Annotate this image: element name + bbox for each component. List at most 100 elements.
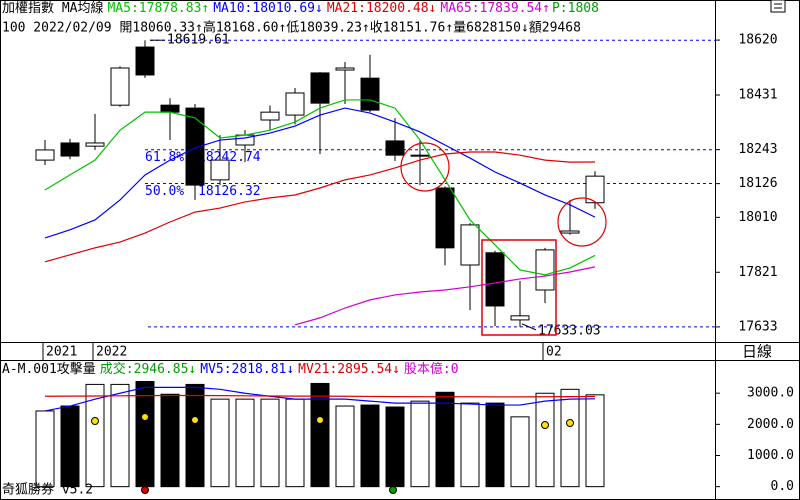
volume-bar bbox=[410, 400, 430, 488]
volume-bar bbox=[310, 382, 330, 488]
y-tick-label: 0.0 bbox=[771, 479, 794, 494]
volume-ma-line bbox=[44, 394, 596, 398]
highlight-circle bbox=[557, 197, 607, 247]
volume-bar bbox=[360, 404, 380, 488]
fib-label: 50.0% bbox=[145, 184, 184, 199]
volume-bar bbox=[110, 383, 130, 488]
volume-bar bbox=[60, 405, 80, 488]
ma-line bbox=[44, 99, 596, 276]
legend-entry: 成交:2946.85↓ bbox=[100, 361, 196, 377]
candle-body bbox=[60, 142, 80, 157]
signal-dot bbox=[141, 413, 149, 421]
menu-icon[interactable] bbox=[770, 0, 786, 13]
leader bbox=[521, 323, 537, 331]
volume-bar bbox=[560, 388, 580, 488]
high-label: 18619.61 bbox=[167, 33, 230, 48]
candle-body bbox=[160, 104, 180, 113]
y-tick-label: 3000.0 bbox=[747, 386, 794, 401]
ma-line bbox=[44, 151, 596, 263]
legend-entry: MV21:2895.54↓ bbox=[298, 362, 400, 377]
y-tick-label: 18243 bbox=[738, 142, 777, 157]
volume-legend-row: A-M.001攻擊量 成交:2946.85↓ MV5:2818.81↓ MV21:28… bbox=[2, 361, 459, 377]
ma-line bbox=[44, 107, 596, 239]
candle-body bbox=[85, 142, 105, 147]
fib-value: 18126.32 bbox=[198, 184, 261, 199]
x-tick-label: 02 bbox=[546, 345, 562, 360]
volume-bar bbox=[510, 416, 530, 488]
candle-body bbox=[510, 315, 530, 321]
volume-bar bbox=[335, 405, 355, 488]
volume-bar bbox=[535, 392, 555, 488]
candle-body bbox=[35, 149, 55, 161]
candle-body bbox=[360, 77, 380, 111]
candle-body bbox=[585, 175, 605, 204]
volume-bar bbox=[385, 406, 405, 488]
fib-label: 61.8% bbox=[145, 150, 184, 165]
y-tick-label: 18431 bbox=[738, 88, 777, 103]
signal-dot bbox=[316, 416, 324, 424]
y-tick-label: 1000.0 bbox=[747, 448, 794, 463]
ma-line bbox=[294, 266, 596, 326]
candle-body bbox=[535, 249, 555, 291]
volume-bar bbox=[210, 398, 230, 488]
volume-bar bbox=[35, 410, 55, 488]
legend-entry: MV5:2818.81↓ bbox=[200, 362, 294, 377]
candle-body bbox=[260, 111, 280, 121]
period-label: 日線 bbox=[742, 343, 772, 361]
y-tick-label: 2000.0 bbox=[747, 417, 794, 432]
y-tick-label: 18010 bbox=[738, 210, 777, 225]
plot-layer: 18620 18431 18243 18126 18010 17821 17633 2021 2… bbox=[35, 33, 794, 494]
title: A-M.001攻擊量 bbox=[2, 361, 96, 377]
signal-dot bbox=[191, 416, 199, 424]
volume-bar bbox=[285, 398, 305, 488]
volume-bar bbox=[135, 380, 155, 488]
candle-body bbox=[110, 67, 130, 106]
capital-label: 股本億:0 bbox=[404, 361, 459, 377]
y-tick-label: 17633 bbox=[738, 319, 777, 334]
volume-ma-line bbox=[44, 386, 596, 412]
candle-body bbox=[410, 154, 430, 157]
signal-dot bbox=[566, 419, 574, 427]
candle-body bbox=[385, 140, 405, 156]
volume-bar bbox=[160, 393, 180, 488]
volume-bar bbox=[435, 391, 455, 488]
volume-bar bbox=[260, 398, 280, 488]
candle-body bbox=[210, 159, 230, 181]
x-tick-label: 2021 bbox=[46, 345, 77, 360]
highlight-box bbox=[481, 239, 557, 336]
candle-body bbox=[310, 72, 330, 104]
info-row: 100 2022/02/09 開18060.33↑高18168.60↑低1803… bbox=[2, 20, 581, 36]
signal-dot bbox=[141, 486, 149, 494]
candle-body bbox=[335, 67, 355, 71]
candle-body bbox=[135, 46, 155, 76]
x-tick-label: 2022 bbox=[96, 345, 127, 360]
volume-bar bbox=[460, 402, 480, 488]
volume-bar bbox=[85, 383, 105, 488]
signal-dot bbox=[389, 486, 397, 494]
candle-body bbox=[285, 92, 305, 116]
y-tick-label: 18620 bbox=[738, 33, 777, 48]
candle-body bbox=[185, 107, 205, 186]
legend-entry: MA5:17878.83↑ bbox=[107, 1, 209, 16]
volume-bar bbox=[585, 394, 605, 488]
volume-bar bbox=[235, 398, 255, 488]
legend-entry: MA21:18200.48↓ bbox=[327, 1, 437, 16]
legend-entry: MA65:17839.54↑ bbox=[440, 1, 550, 16]
signal-dot bbox=[541, 421, 549, 429]
volume-bar bbox=[485, 402, 505, 488]
candle-body bbox=[560, 230, 580, 234]
y-tick-label: 18126 bbox=[738, 176, 777, 191]
highlight-circle bbox=[400, 142, 450, 192]
volume-bar bbox=[185, 383, 205, 488]
candle-body bbox=[435, 187, 455, 249]
candle-body bbox=[460, 224, 480, 266]
y-tick-label: 17821 bbox=[738, 265, 777, 280]
extra-label: P:1808 bbox=[552, 1, 599, 16]
low-label: 17633.03 bbox=[538, 323, 601, 338]
footer: 奇狐勝券 v5.2 bbox=[2, 482, 93, 498]
signal-dot bbox=[91, 417, 99, 425]
candle-body bbox=[485, 252, 505, 307]
legend-row: 加權指數 MA均線 MA5:17878.83↑ MA10:18010.69↓ MA21… bbox=[2, 0, 599, 16]
